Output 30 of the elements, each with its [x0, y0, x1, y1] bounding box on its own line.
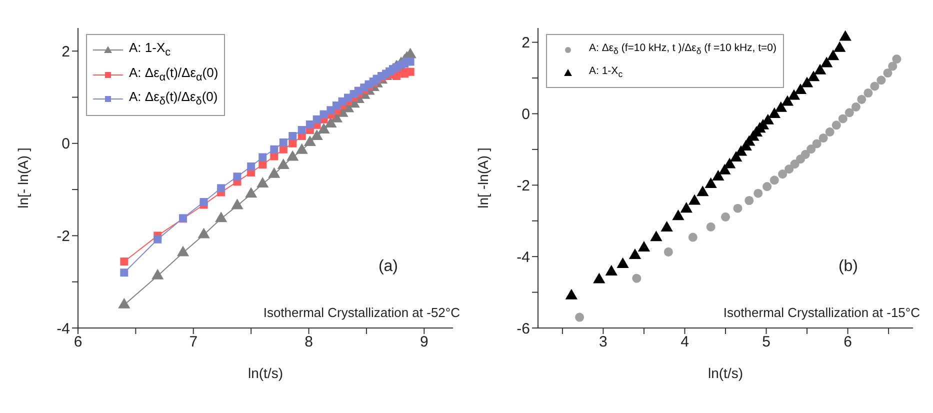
x-tick-label: 6: [844, 334, 852, 351]
legend-label: A: Δε$_{α}$(t)/Δε$_{α}$(0): [129, 64, 218, 86]
y-tick-label: -6: [516, 320, 530, 338]
y-tick-label: 2: [62, 43, 70, 60]
y-tick-label: -4: [56, 320, 70, 338]
x-axis-title: ln(t/s): [248, 365, 283, 381]
y-tick-label: 0: [62, 136, 70, 153]
x-axis-title: ln(t/s): [708, 365, 743, 381]
legend-label: A: Δε$_{δ}$ (f=10 kHz, t )/Δε$_{δ}$ (f =10 kHz, t=0): [589, 41, 776, 58]
annotation: Isothermal Crystallization at -52°C: [263, 305, 460, 320]
y-axis-title: ln[- ln(A) ]: [14, 148, 31, 208]
annotation: (a): [378, 258, 398, 276]
x-tick-label: 3: [599, 334, 608, 351]
x-tick-label: 7: [189, 334, 198, 351]
y-tick-label: 2: [522, 34, 530, 52]
x-tick-label: 6: [74, 334, 82, 351]
x-tick-label: 9: [420, 334, 428, 351]
y-tick-label: 0: [522, 106, 530, 124]
x-tick-label: 5: [762, 334, 770, 351]
annotation: (b): [838, 258, 858, 276]
legend-label: A: Δε$_{δ}$(t)/Δε$_{δ}$(0): [129, 88, 218, 110]
y-axis-title: ln[ -ln(A) ]: [474, 148, 491, 208]
x-tick-label: 4: [680, 334, 689, 351]
annotation: Isothermal Crystallization at -15°C: [723, 305, 920, 320]
y-tick-label: -4: [516, 248, 530, 266]
x-tick-label: 8: [304, 334, 313, 351]
legend-label: A: 1-X$_{c}$: [589, 64, 623, 82]
y-tick-label: -2: [516, 177, 530, 194]
legend-label: A: 1-X$_{c}$: [129, 39, 171, 61]
y-tick-label: -2: [56, 228, 70, 246]
